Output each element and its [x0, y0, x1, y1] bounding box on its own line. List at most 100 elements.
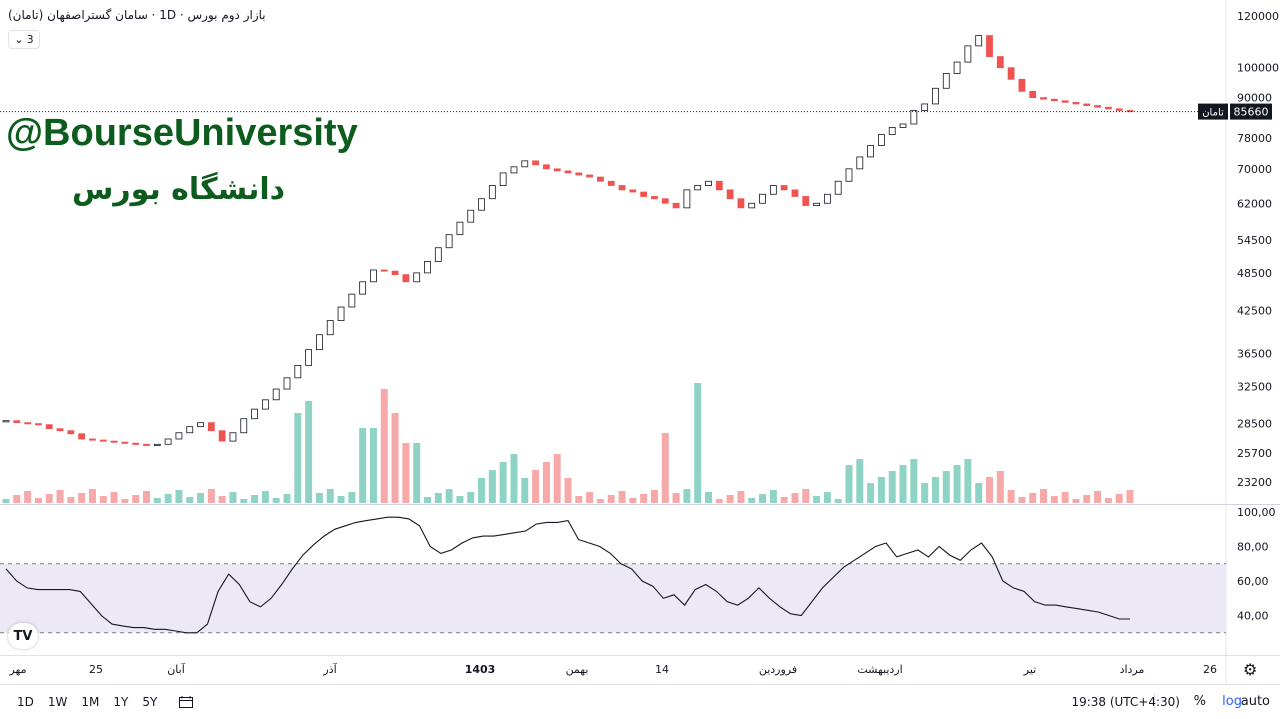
- timeframe-1d-button[interactable]: 1D: [17, 695, 34, 709]
- volume-bar: [532, 470, 540, 503]
- price-candle: [845, 168, 853, 182]
- volume-bar: [34, 498, 42, 503]
- price-candle: [510, 166, 518, 174]
- time-axis-label: آذر: [322, 662, 337, 676]
- price-candle: [964, 45, 972, 63]
- volume-bar: [402, 443, 410, 503]
- time-axis-label: مهر: [8, 663, 26, 676]
- volume-bar: [867, 483, 875, 503]
- time-axis-label: اردیبهشت: [857, 663, 902, 676]
- toolbar-divider: [1154, 693, 1155, 711]
- volume-bar: [942, 471, 950, 503]
- tradingview-logo-icon[interactable]: TV: [8, 623, 38, 649]
- time-axis-label: تیر: [1023, 663, 1036, 676]
- price-candle: [499, 172, 507, 186]
- volume-bar: [110, 492, 118, 503]
- auto-scale-button[interactable]: auto: [1240, 694, 1270, 709]
- rsi-line: [5, 516, 1130, 634]
- price-tick-label: 70000: [1237, 163, 1272, 176]
- time-axis-label: آبان: [167, 662, 185, 676]
- price-candle: [99, 439, 107, 442]
- price-tick-label: 100000: [1237, 62, 1279, 75]
- price-candle: [316, 334, 323, 351]
- volume-bar: [510, 454, 518, 503]
- price-candle: [1115, 108, 1123, 111]
- volume-bar: [1029, 493, 1037, 503]
- price-candle: [143, 443, 150, 446]
- current-price-box: [1230, 103, 1272, 120]
- volume-bar: [564, 478, 572, 503]
- price-candle: [229, 432, 237, 442]
- price-tick-label: 23200: [1237, 476, 1272, 489]
- price-candle: [986, 35, 993, 57]
- volume-bar: [726, 495, 734, 503]
- volume-bar: [499, 462, 507, 503]
- volume-bar: [759, 494, 767, 503]
- volume-bar: [380, 389, 388, 503]
- price-candle: [694, 185, 702, 191]
- price-tick-label: 25700: [1237, 447, 1272, 460]
- symbol-label-box: [1198, 103, 1228, 120]
- time-readout[interactable]: 19:38 (UTC+4:30): [1071, 695, 1180, 709]
- indicators-toggle-button[interactable]: ⌄ 3: [8, 30, 40, 49]
- price-candle: [672, 202, 680, 209]
- volume-bar: [1040, 489, 1048, 503]
- volume-bar: [121, 499, 129, 503]
- volume-bar: [369, 428, 377, 503]
- volume-bar: [964, 459, 972, 503]
- price-candle: [1126, 110, 1134, 113]
- timeframe-1m-button[interactable]: 1M: [81, 695, 100, 709]
- price-candle: [1040, 97, 1047, 100]
- volume-bar: [175, 490, 183, 503]
- price-tick-label: 54500: [1237, 234, 1272, 247]
- price-candle: [153, 443, 161, 446]
- timeframe-1y-button[interactable]: 1Y: [113, 695, 129, 709]
- volume-bar: [1083, 495, 1091, 503]
- price-candle: [759, 193, 766, 204]
- price-candle: [802, 196, 810, 206]
- rsi-tick-label: 40,00: [1237, 610, 1269, 623]
- chevron-down-icon: ⌄: [14, 33, 24, 46]
- volume-bar: [823, 492, 831, 503]
- price-candle: [2, 420, 10, 423]
- volume-bar: [1126, 490, 1134, 503]
- volume-bar: [661, 433, 669, 503]
- price-candle: [434, 247, 442, 262]
- percent-scale-button[interactable]: %: [1193, 694, 1206, 709]
- timeframe-5y-button[interactable]: 5Y: [142, 695, 158, 709]
- volume-bar: [67, 497, 75, 503]
- volume-bar: [650, 490, 658, 503]
- volume-bar: [294, 413, 302, 503]
- price-candle: [348, 293, 356, 308]
- volume-bar: [153, 498, 161, 503]
- price-candle: [56, 428, 64, 432]
- price-candle: [1050, 98, 1058, 102]
- volume-bar: [283, 494, 291, 503]
- price-candle: [618, 185, 626, 191]
- time-axis-label: فروردین: [759, 663, 797, 676]
- price-candle: [856, 156, 864, 170]
- timeframe-1w-button[interactable]: 1W: [47, 695, 68, 709]
- volume-bar: [845, 465, 853, 503]
- volume-bar: [413, 443, 421, 503]
- price-candle: [737, 198, 745, 209]
- price-candle: [478, 198, 485, 211]
- price-candle: [586, 174, 594, 178]
- price-candle: [1104, 106, 1112, 110]
- price-candle: [921, 103, 929, 111]
- price-candle: [629, 189, 637, 193]
- price-tick-label: 90000: [1237, 92, 1272, 105]
- volume-bar: [186, 497, 194, 503]
- calendar-range-icon[interactable]: [178, 695, 194, 709]
- price-candle: [715, 180, 723, 191]
- rsi-tick-label: 80,00: [1237, 541, 1269, 554]
- volume-bar: [488, 470, 496, 503]
- log-scale-button[interactable]: log: [1222, 694, 1242, 709]
- price-candle: [359, 281, 367, 295]
- volume-bar: [921, 483, 929, 503]
- volume-bar: [13, 495, 21, 503]
- price-candle: [791, 189, 799, 197]
- gear-icon[interactable]: ⚙: [1243, 660, 1258, 679]
- volume-bar: [629, 498, 637, 503]
